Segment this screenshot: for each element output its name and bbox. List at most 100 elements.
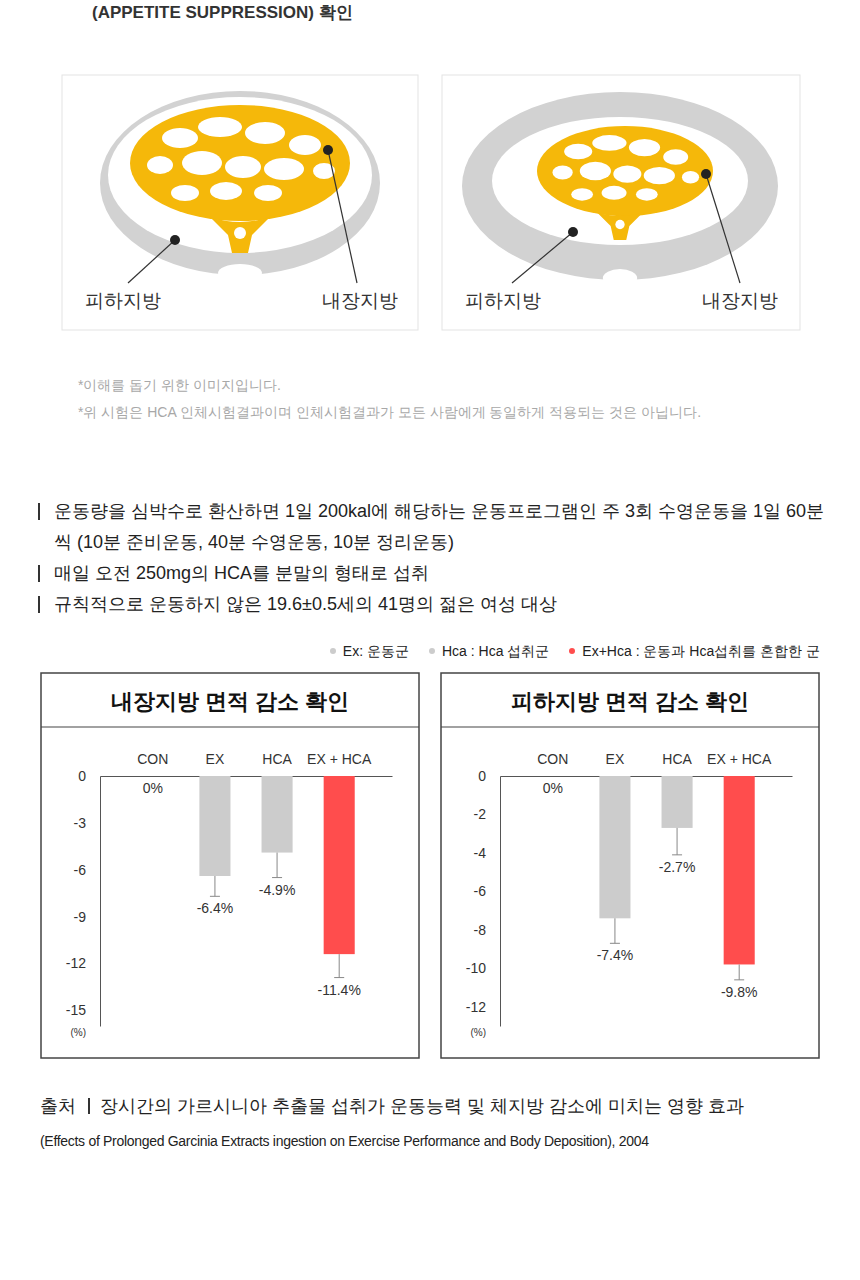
leader-dot — [323, 145, 333, 155]
y-tick-label: -8 — [474, 922, 487, 938]
leader-dot — [701, 169, 711, 179]
error-bar-cap — [672, 854, 682, 855]
bar — [199, 776, 230, 876]
spine-canal — [615, 220, 624, 229]
diagram-label: 내장지방 — [702, 290, 778, 311]
x-tick: CON — [137, 751, 168, 776]
leader-line — [328, 150, 357, 283]
organ — [171, 185, 199, 201]
data-label: -9.8% — [721, 984, 758, 1000]
plot-marks — [199, 776, 354, 978]
leader-dot — [170, 235, 180, 245]
organ — [552, 166, 572, 180]
y-tick: 0 — [78, 768, 100, 784]
error-bar-cap — [272, 877, 282, 878]
y-tick-label: -15 — [66, 1002, 86, 1018]
bar — [599, 776, 630, 918]
y-axis-line — [500, 777, 501, 1027]
body-diagram: 피하지방내장지방 — [62, 75, 418, 330]
x-tick-label: HCA — [662, 751, 692, 767]
organ — [182, 151, 222, 175]
error-bar-cap — [210, 896, 220, 897]
error-bar-cap — [334, 977, 344, 978]
organ — [198, 117, 242, 137]
y-axis-line — [100, 777, 101, 1027]
error-bar-cap — [610, 943, 620, 944]
error-bar-stem — [677, 828, 678, 855]
y-tick-label: -2 — [474, 806, 487, 822]
title-rule — [441, 726, 819, 727]
visceral-fat — [130, 105, 350, 221]
diagram-frame — [442, 75, 800, 330]
bar — [262, 776, 293, 853]
visceral-fat — [537, 126, 713, 216]
diagram-area: 피하지방내장지방피하지방내장지방 — [0, 26, 860, 346]
legend-dot — [429, 648, 435, 654]
x-tick: HCA — [262, 751, 292, 776]
x-tick: EX — [206, 751, 225, 776]
organ — [663, 149, 688, 165]
bullet-bar — [38, 503, 40, 520]
data-label: 0% — [143, 780, 163, 796]
y-tick-label: 0 — [78, 768, 86, 784]
legend-item: Hca : Hca 섭취군 — [429, 640, 549, 662]
error-bar — [272, 853, 282, 878]
x-tick-label: CON — [537, 751, 568, 767]
x-axis: CON EX HCA EX + HCA — [101, 751, 393, 777]
back-notch — [603, 269, 637, 287]
bullet-text: 운동량을 심박수로 환산하면 1일 200kal에 해당하는 운동프로그램인 주… — [54, 501, 824, 552]
bullet-bar — [38, 596, 40, 613]
bar — [662, 776, 693, 828]
y-unit-label: (%) — [70, 1027, 86, 1038]
source-title: 장시간의 가르시니아 추출물 섭취가 운동능력 및 체지방 감소에 미치는 영향… — [100, 1096, 744, 1116]
body-inner — [108, 97, 372, 253]
y-tick: -12 — [66, 955, 100, 971]
bullet-text: 매일 오전 250mg의 HCA를 분말의 형태로 섭취 — [54, 563, 429, 583]
error-bar — [672, 828, 682, 855]
x-tick: EX + HCA — [707, 751, 772, 776]
error-bar-cap — [734, 979, 744, 980]
x-axis: CON EX HCA EX + HCA — [501, 751, 793, 777]
y-tick: -2 — [474, 806, 500, 822]
organ — [571, 188, 593, 200]
diagram-frame — [62, 75, 418, 330]
diagram-label: 내장지방 — [322, 290, 398, 311]
organ — [564, 144, 592, 160]
bar — [724, 776, 755, 964]
legend-item: Ex: 운동군 — [330, 640, 409, 662]
data-label: -2.7% — [659, 859, 696, 875]
error-bar-stem — [277, 853, 278, 878]
back-notch — [218, 264, 262, 282]
bullets: 운동량을 심박수로 환산하면 1일 200kal에 해당하는 운동프로그램인 주… — [0, 496, 860, 620]
note-text: *이해를 돕기 위한 이미지입니다. — [78, 372, 860, 399]
legend-item: Ex+Hca : 운동과 Hca섭취를 혼합한 군 — [569, 640, 820, 662]
chart-panel: 내장지방 면적 감소 확인0-3-6-9-12-15CONEXHCAEX + H… — [41, 673, 419, 1058]
data-label: -11.4% — [318, 982, 361, 998]
bullet-row: 운동량을 심박수로 환산하면 1일 200kal에 해당하는 운동프로그램인 주… — [38, 496, 830, 558]
title-rule — [41, 726, 419, 727]
organ — [580, 162, 611, 181]
leader-line — [512, 232, 573, 283]
y-tick: -6 — [74, 862, 100, 878]
chart-panel: 피하지방 면적 감소 확인0-2-4-6-8-10-12CONEXHCAEX +… — [441, 673, 819, 1058]
organ — [210, 182, 242, 200]
y-tick-label: 0 — [478, 768, 486, 784]
body-inner — [492, 117, 748, 245]
x-tick: EX — [606, 751, 625, 776]
x-tick-label: EX — [206, 751, 225, 767]
source-line: 출처 장시간의 가르시니아 추출물 섭취가 운동능력 및 체지방 감소에 미치는 … — [40, 1093, 830, 1119]
charts: 내장지방 면적 감소 확인0-3-6-9-12-15CONEXHCAEX + H… — [0, 668, 860, 1063]
bullet-bar — [38, 565, 40, 582]
x-tick-label: EX + HCA — [307, 751, 372, 767]
organ — [613, 166, 641, 183]
note-text: *위 시험은 HCA 인체시험결과이며 인체시험결과가 모든 사람에게 동일하게… — [78, 399, 860, 426]
notes: *이해를 돕기 위한 이미지입니다.*위 시험은 HCA 인체시험결과이며 인체… — [0, 372, 860, 426]
x-tick: EX + HCA — [307, 751, 372, 776]
y-axis: 0-2-4-6-8-10-12 — [466, 768, 501, 1027]
error-bar-stem — [339, 954, 340, 977]
legend: Ex: 운동군 Hca : Hca 섭취군 Ex+Hca : 운동과 Hca섭취를 … — [0, 640, 860, 662]
source-label: 출처 — [40, 1096, 76, 1116]
data-label: -4.9% — [259, 882, 296, 898]
legend-dot — [330, 648, 336, 654]
x-tick-label: CON — [137, 751, 168, 767]
